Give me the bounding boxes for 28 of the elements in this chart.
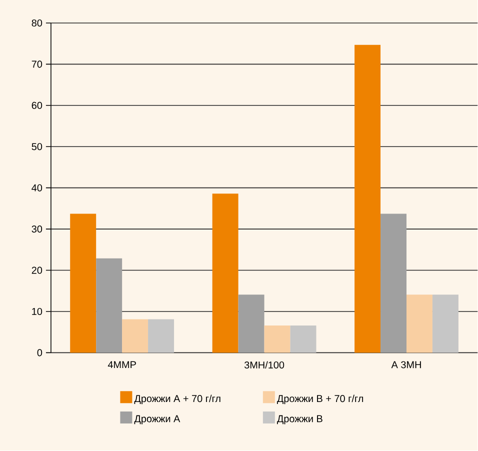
bar (380, 214, 406, 353)
legend-label: Дрожжи A (134, 415, 180, 424)
x-tick-label: 4MMP (108, 361, 136, 368)
y-tick-label: 30 (32, 226, 42, 233)
y-tick-label: 20 (32, 266, 42, 274)
y-tick-label: 80 (32, 20, 42, 27)
legend-label: Дрожжи A + 70 г/гл (134, 394, 220, 404)
bar (406, 294, 432, 353)
bar (122, 319, 148, 353)
bar (238, 294, 264, 353)
x-tick-label: A 3MH (391, 361, 421, 368)
bar (212, 194, 238, 353)
bar (96, 258, 122, 353)
legend-label: Дрожжи B + 70 г/гл (276, 394, 364, 404)
bar (432, 294, 458, 353)
bar (354, 45, 381, 353)
bar (264, 326, 290, 353)
bar (290, 326, 316, 353)
y-tick-label: 70 (32, 60, 42, 68)
y-tick-label: 40 (32, 184, 42, 192)
y-tick-label: 10 (32, 308, 42, 316)
bar (70, 214, 96, 353)
y-tick-label: 0 (37, 349, 42, 356)
legend-label: Дрожжи B (276, 415, 322, 424)
y-tick-label: 60 (32, 102, 42, 110)
bar (148, 319, 174, 353)
x-tick-label: 3MH/100 (244, 361, 284, 369)
y-tick-label: 50 (32, 143, 42, 150)
